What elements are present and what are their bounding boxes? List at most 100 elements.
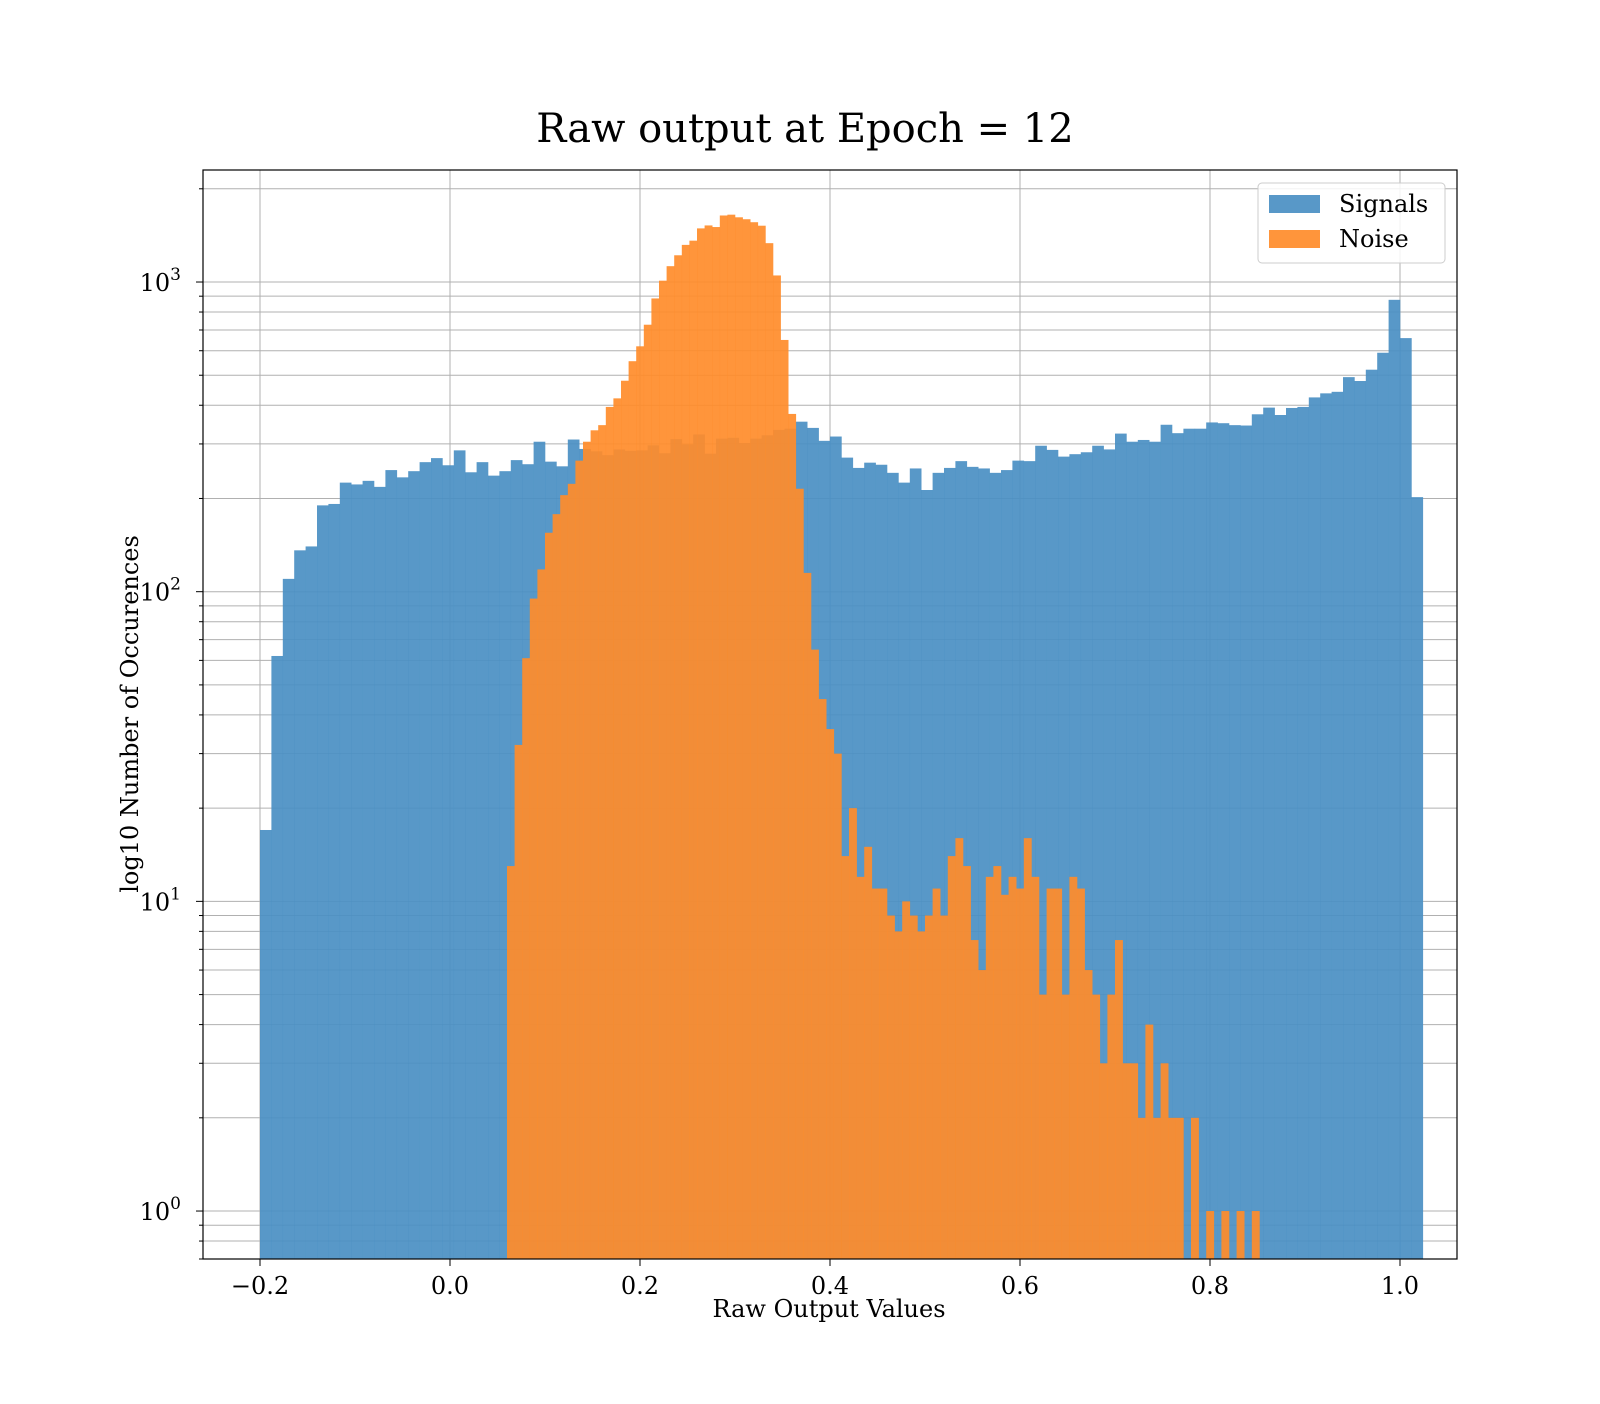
signals-bar [1251,414,1264,1260]
signals-bar [932,472,945,1259]
noise-bar [803,572,812,1259]
signals-bar [978,468,990,1259]
noise-bar [674,255,683,1259]
noise-bar [575,460,584,1260]
noise-bar [841,856,850,1259]
noise-bar [765,243,774,1260]
signals-bar [1354,381,1367,1259]
signals-bar [294,550,306,1259]
signals-bar [989,472,1002,1259]
signals-bar [465,472,477,1260]
noise-bar [689,240,698,1260]
chart-title: Raw output at Epoch = 12 [536,106,1073,152]
legend-swatch-signals [1269,195,1320,213]
signals-bar [966,466,979,1259]
noise-bar [719,215,728,1259]
noise-bar [1016,888,1025,1259]
signals-bar [1194,428,1207,1259]
signals-bar [1320,393,1332,1259]
noise-bar [1069,876,1078,1259]
noise-bar [1122,1063,1131,1259]
noise-bar [1054,888,1063,1259]
noise-bar [879,888,888,1259]
signals-bar [1149,441,1161,1259]
noise-bar [1236,1211,1245,1259]
ticks-layer: −0.2 0.0 0.2 0.4 0.6 0.8 1.0 100 101 102 103 [140,188,1419,1300]
noise-bar [1130,1063,1139,1259]
legend-swatch-noise [1269,230,1320,248]
noise-bar [849,808,857,1259]
signals-bar [317,505,329,1260]
signals-bar [1092,445,1104,1259]
signals-bar [875,464,888,1260]
signals-bar [339,482,352,1259]
signals-bar [1388,299,1401,1259]
noise-bar [985,876,994,1259]
noise-bar [887,915,895,1259]
legend-label-noise: Noise [1339,225,1409,253]
signals-bar [453,450,466,1259]
y-tick-label: 102 [140,575,181,607]
signals-bar [1331,391,1344,1259]
signals-bar [1365,369,1378,1259]
noise-bar [1221,1211,1230,1259]
noise-bar [909,915,918,1259]
noise-bar [621,380,629,1259]
noise-bar [826,729,835,1259]
noise-bar [1160,1063,1169,1259]
noise-bar [925,915,933,1259]
signals-bar [282,578,295,1259]
noise-bar [552,514,561,1259]
signals-bar [1183,428,1196,1259]
noise-bar [613,398,622,1259]
signals-bar [328,503,341,1259]
noise-bar [742,219,751,1260]
signals-bar [476,462,489,1259]
x-tick-label: −0.2 [231,1272,289,1300]
signals-bar [887,472,899,1259]
noise-bar [643,324,652,1259]
noise-bar [567,483,576,1259]
x-tick-label: 0.0 [431,1272,469,1300]
signals-bar [419,462,432,1259]
signals-bar [1229,425,1241,1259]
noise-bar [704,225,713,1260]
signals-bar [1274,415,1287,1259]
signals-bar [271,655,284,1259]
noise-bar [1168,1117,1177,1259]
series-noise [507,214,1260,1260]
noise-bar [795,488,804,1259]
signals-bar [898,482,911,1259]
bars-layer [260,214,1424,1260]
noise-bar [1107,994,1116,1259]
noise-bar [1191,1117,1199,1259]
signals-bar [385,470,398,1259]
signals-bar [1263,407,1275,1260]
noise-bar [963,866,971,1259]
noise-bar [757,225,766,1259]
signals-bar [1172,433,1184,1259]
noise-bar [993,866,1002,1259]
noise-bar [560,495,569,1260]
signals-bar [1411,497,1424,1260]
noise-bar [1099,1063,1108,1259]
signals-bar [921,489,933,1259]
noise-bar [947,856,956,1259]
signals-bar [362,480,375,1259]
signals-bar [1286,407,1298,1260]
x-tick-label: 0.2 [621,1272,659,1300]
signals-bar [396,477,409,1259]
noise-bar [833,753,842,1259]
noise-bar [940,915,949,1259]
noise-bar [1046,888,1055,1259]
noise-bar [864,846,873,1259]
noise-bar [529,598,538,1259]
noise-bar [605,406,614,1259]
noise-bar [871,888,880,1259]
noise-bar [780,339,789,1259]
signals-bar [260,829,272,1259]
signals-bar [499,471,512,1259]
noise-bar [970,940,979,1259]
